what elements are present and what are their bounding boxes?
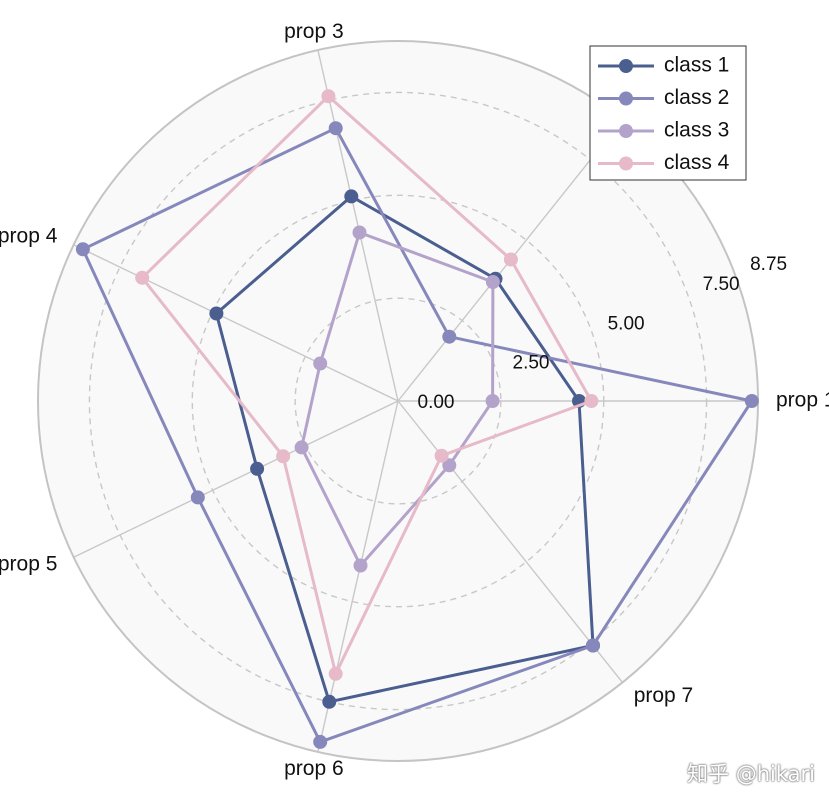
data-point — [328, 666, 343, 681]
data-point — [442, 329, 457, 344]
legend-marker — [619, 156, 633, 171]
spoke-line — [317, 49, 399, 402]
legend-item: class 4 — [598, 151, 730, 174]
axis-label: prop 3 — [284, 20, 344, 43]
axis-label: prop 7 — [634, 684, 694, 707]
data-point — [344, 189, 359, 204]
data-point — [322, 694, 337, 709]
radial-tick-label: 0.00 — [418, 392, 455, 413]
data-point — [434, 448, 449, 463]
series-line — [214, 194, 595, 704]
series-line — [140, 94, 593, 676]
spoke-line — [397, 400, 624, 683]
data-point — [485, 275, 500, 289]
legend-label: class 4 — [664, 151, 730, 174]
data-point — [442, 458, 457, 473]
data-point — [313, 734, 328, 749]
grid-ring — [294, 297, 502, 505]
radial-tick-label: 7.50 — [703, 274, 740, 295]
data-point — [352, 225, 367, 240]
data-point — [313, 356, 328, 371]
data-point — [744, 394, 759, 408]
radial-tick-labels: 0.00 2.50 5.00 7.50 8.75 — [418, 254, 788, 413]
data-point — [485, 394, 500, 408]
series-line — [300, 231, 495, 567]
legend-box — [589, 45, 747, 181]
data-point — [586, 638, 600, 653]
spoke-line — [317, 400, 399, 753]
watermark: 知乎 @hikari — [687, 762, 815, 786]
series-line — [81, 126, 754, 744]
radial-tick-label: 8.75 — [750, 254, 787, 275]
series-layer — [75, 89, 759, 749]
data-point — [328, 121, 343, 136]
data-point — [503, 252, 518, 267]
data-point — [294, 440, 309, 455]
series-4 — [135, 89, 599, 681]
grid-ring — [88, 91, 708, 711]
legend-marker — [619, 124, 633, 138]
legend-marker — [619, 59, 633, 73]
data-point — [321, 89, 336, 104]
data-point — [209, 306, 224, 321]
legend-label: class 3 — [664, 119, 729, 142]
legend-item: class 2 — [598, 86, 729, 109]
axis-label: prop 4 — [0, 225, 58, 248]
data-point — [276, 449, 291, 464]
radial-tick-label: 5.00 — [608, 313, 645, 334]
legend-item: class 3 — [598, 119, 729, 142]
series-2 — [75, 121, 759, 749]
legend-label: class 1 — [664, 54, 729, 77]
legend-label: class 2 — [664, 86, 729, 109]
legend-marker — [619, 91, 633, 106]
legend-item: class 1 — [598, 54, 729, 77]
spoke-line — [73, 400, 399, 558]
data-point — [584, 394, 599, 408]
spoke-line — [73, 244, 399, 402]
axis-label: prop 1 — [776, 389, 829, 412]
axis-labels: prop 1 prop 7 prop 6 prop 5 prop 4 prop 3 — [0, 20, 829, 780]
legend: class 1 class 2 class 3 class 4 — [589, 45, 747, 181]
data-point — [75, 242, 90, 257]
axis-label: prop 5 — [0, 553, 57, 576]
data-point — [250, 461, 265, 476]
data-point — [353, 558, 368, 573]
axis-label: prop 6 — [284, 757, 344, 780]
radial-tick-label: 2.50 — [513, 353, 550, 374]
series-3 — [294, 225, 500, 573]
data-point — [190, 490, 205, 505]
grid-ring — [191, 194, 605, 608]
data-point — [135, 270, 150, 285]
